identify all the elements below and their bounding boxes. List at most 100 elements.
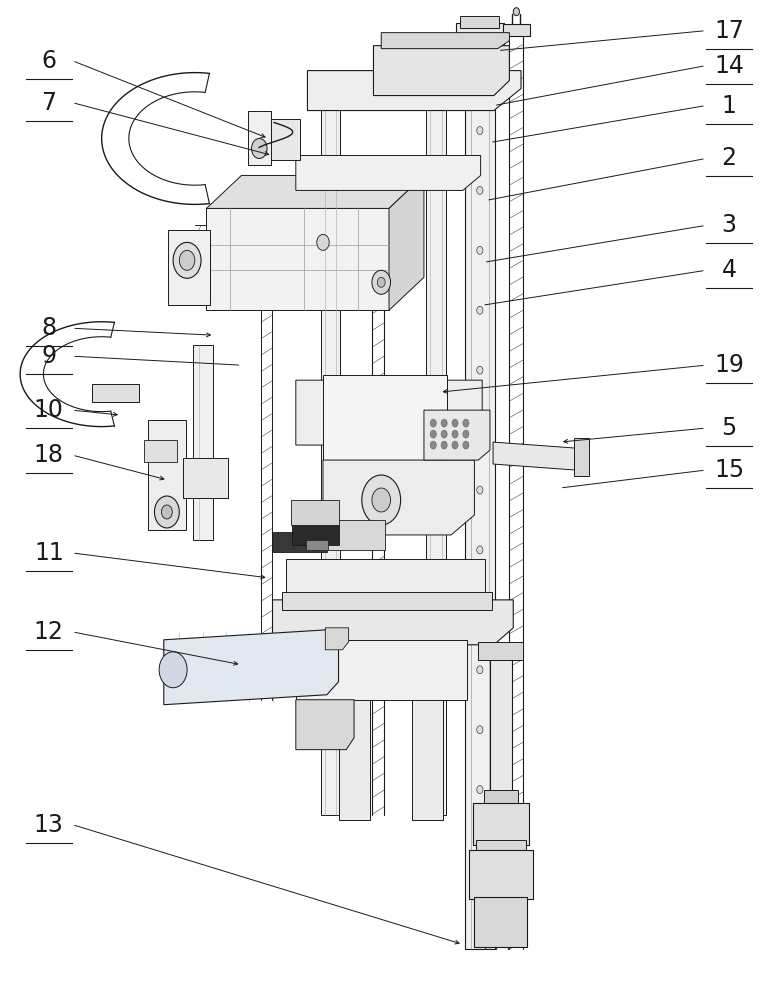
Text: 11: 11 [34, 541, 64, 565]
Polygon shape [257, 119, 300, 160]
Polygon shape [296, 640, 467, 700]
Polygon shape [493, 442, 580, 470]
Circle shape [173, 242, 201, 278]
Circle shape [452, 419, 458, 427]
Text: 6: 6 [41, 49, 56, 73]
Text: 10: 10 [34, 398, 64, 422]
Text: 12: 12 [34, 620, 64, 644]
Circle shape [430, 419, 436, 427]
Polygon shape [323, 520, 385, 550]
Text: 5: 5 [721, 416, 737, 440]
Polygon shape [306, 540, 328, 550]
Polygon shape [286, 559, 485, 594]
Circle shape [317, 234, 329, 250]
Circle shape [362, 475, 401, 525]
Polygon shape [193, 345, 212, 540]
Circle shape [372, 270, 391, 294]
Circle shape [477, 486, 483, 494]
Polygon shape [183, 458, 228, 498]
Polygon shape [469, 850, 533, 899]
Circle shape [477, 306, 483, 314]
Polygon shape [338, 695, 370, 820]
Circle shape [477, 726, 483, 734]
Polygon shape [296, 380, 482, 445]
Polygon shape [373, 46, 510, 96]
Circle shape [477, 127, 483, 135]
Polygon shape [292, 525, 338, 545]
Circle shape [477, 606, 483, 614]
Text: 17: 17 [714, 19, 744, 43]
Circle shape [463, 430, 469, 438]
Circle shape [251, 139, 267, 158]
Circle shape [477, 546, 483, 554]
Polygon shape [412, 695, 443, 820]
Polygon shape [323, 460, 475, 535]
Circle shape [477, 846, 483, 854]
Polygon shape [424, 410, 490, 460]
Polygon shape [478, 642, 524, 660]
Text: 4: 4 [722, 258, 737, 282]
Circle shape [477, 246, 483, 254]
Polygon shape [149, 420, 185, 530]
Circle shape [477, 366, 483, 374]
Polygon shape [465, 46, 495, 949]
Text: 13: 13 [34, 813, 64, 837]
Polygon shape [206, 208, 389, 310]
Circle shape [477, 186, 483, 194]
Polygon shape [323, 375, 447, 460]
Polygon shape [272, 600, 513, 645]
Polygon shape [389, 175, 424, 310]
Circle shape [452, 441, 458, 449]
Text: 1: 1 [722, 94, 737, 118]
Polygon shape [456, 23, 504, 51]
Polygon shape [247, 111, 271, 165]
Polygon shape [490, 650, 512, 800]
Polygon shape [164, 630, 338, 705]
Circle shape [477, 666, 483, 674]
Polygon shape [484, 790, 518, 805]
Polygon shape [145, 440, 177, 462]
Polygon shape [291, 500, 339, 525]
Text: 2: 2 [722, 146, 737, 170]
Circle shape [513, 8, 520, 16]
Polygon shape [461, 16, 499, 28]
Circle shape [377, 277, 385, 287]
Text: 15: 15 [714, 458, 745, 482]
Circle shape [441, 419, 447, 427]
Text: 8: 8 [41, 316, 57, 340]
Circle shape [159, 652, 187, 688]
Text: 14: 14 [714, 54, 744, 78]
Text: 9: 9 [41, 344, 56, 368]
Polygon shape [206, 175, 424, 208]
Circle shape [477, 67, 483, 75]
Polygon shape [93, 384, 139, 402]
Circle shape [430, 441, 436, 449]
Circle shape [372, 488, 391, 512]
Polygon shape [321, 106, 340, 815]
Polygon shape [307, 71, 521, 111]
Polygon shape [296, 155, 481, 190]
Polygon shape [473, 803, 529, 845]
Circle shape [452, 430, 458, 438]
Circle shape [477, 426, 483, 434]
Circle shape [179, 250, 194, 270]
Polygon shape [325, 628, 349, 650]
Text: 3: 3 [722, 213, 737, 237]
Polygon shape [426, 106, 446, 815]
Polygon shape [503, 24, 530, 36]
Polygon shape [475, 897, 527, 947]
Circle shape [463, 419, 469, 427]
Polygon shape [574, 438, 590, 476]
Circle shape [463, 441, 469, 449]
Circle shape [162, 505, 172, 519]
Polygon shape [168, 230, 210, 305]
Polygon shape [381, 33, 510, 49]
Polygon shape [282, 592, 492, 610]
Circle shape [430, 430, 436, 438]
Text: 19: 19 [714, 353, 744, 377]
Polygon shape [476, 840, 526, 852]
Circle shape [441, 441, 447, 449]
Polygon shape [272, 532, 327, 552]
Text: 7: 7 [41, 91, 56, 115]
Circle shape [477, 786, 483, 794]
